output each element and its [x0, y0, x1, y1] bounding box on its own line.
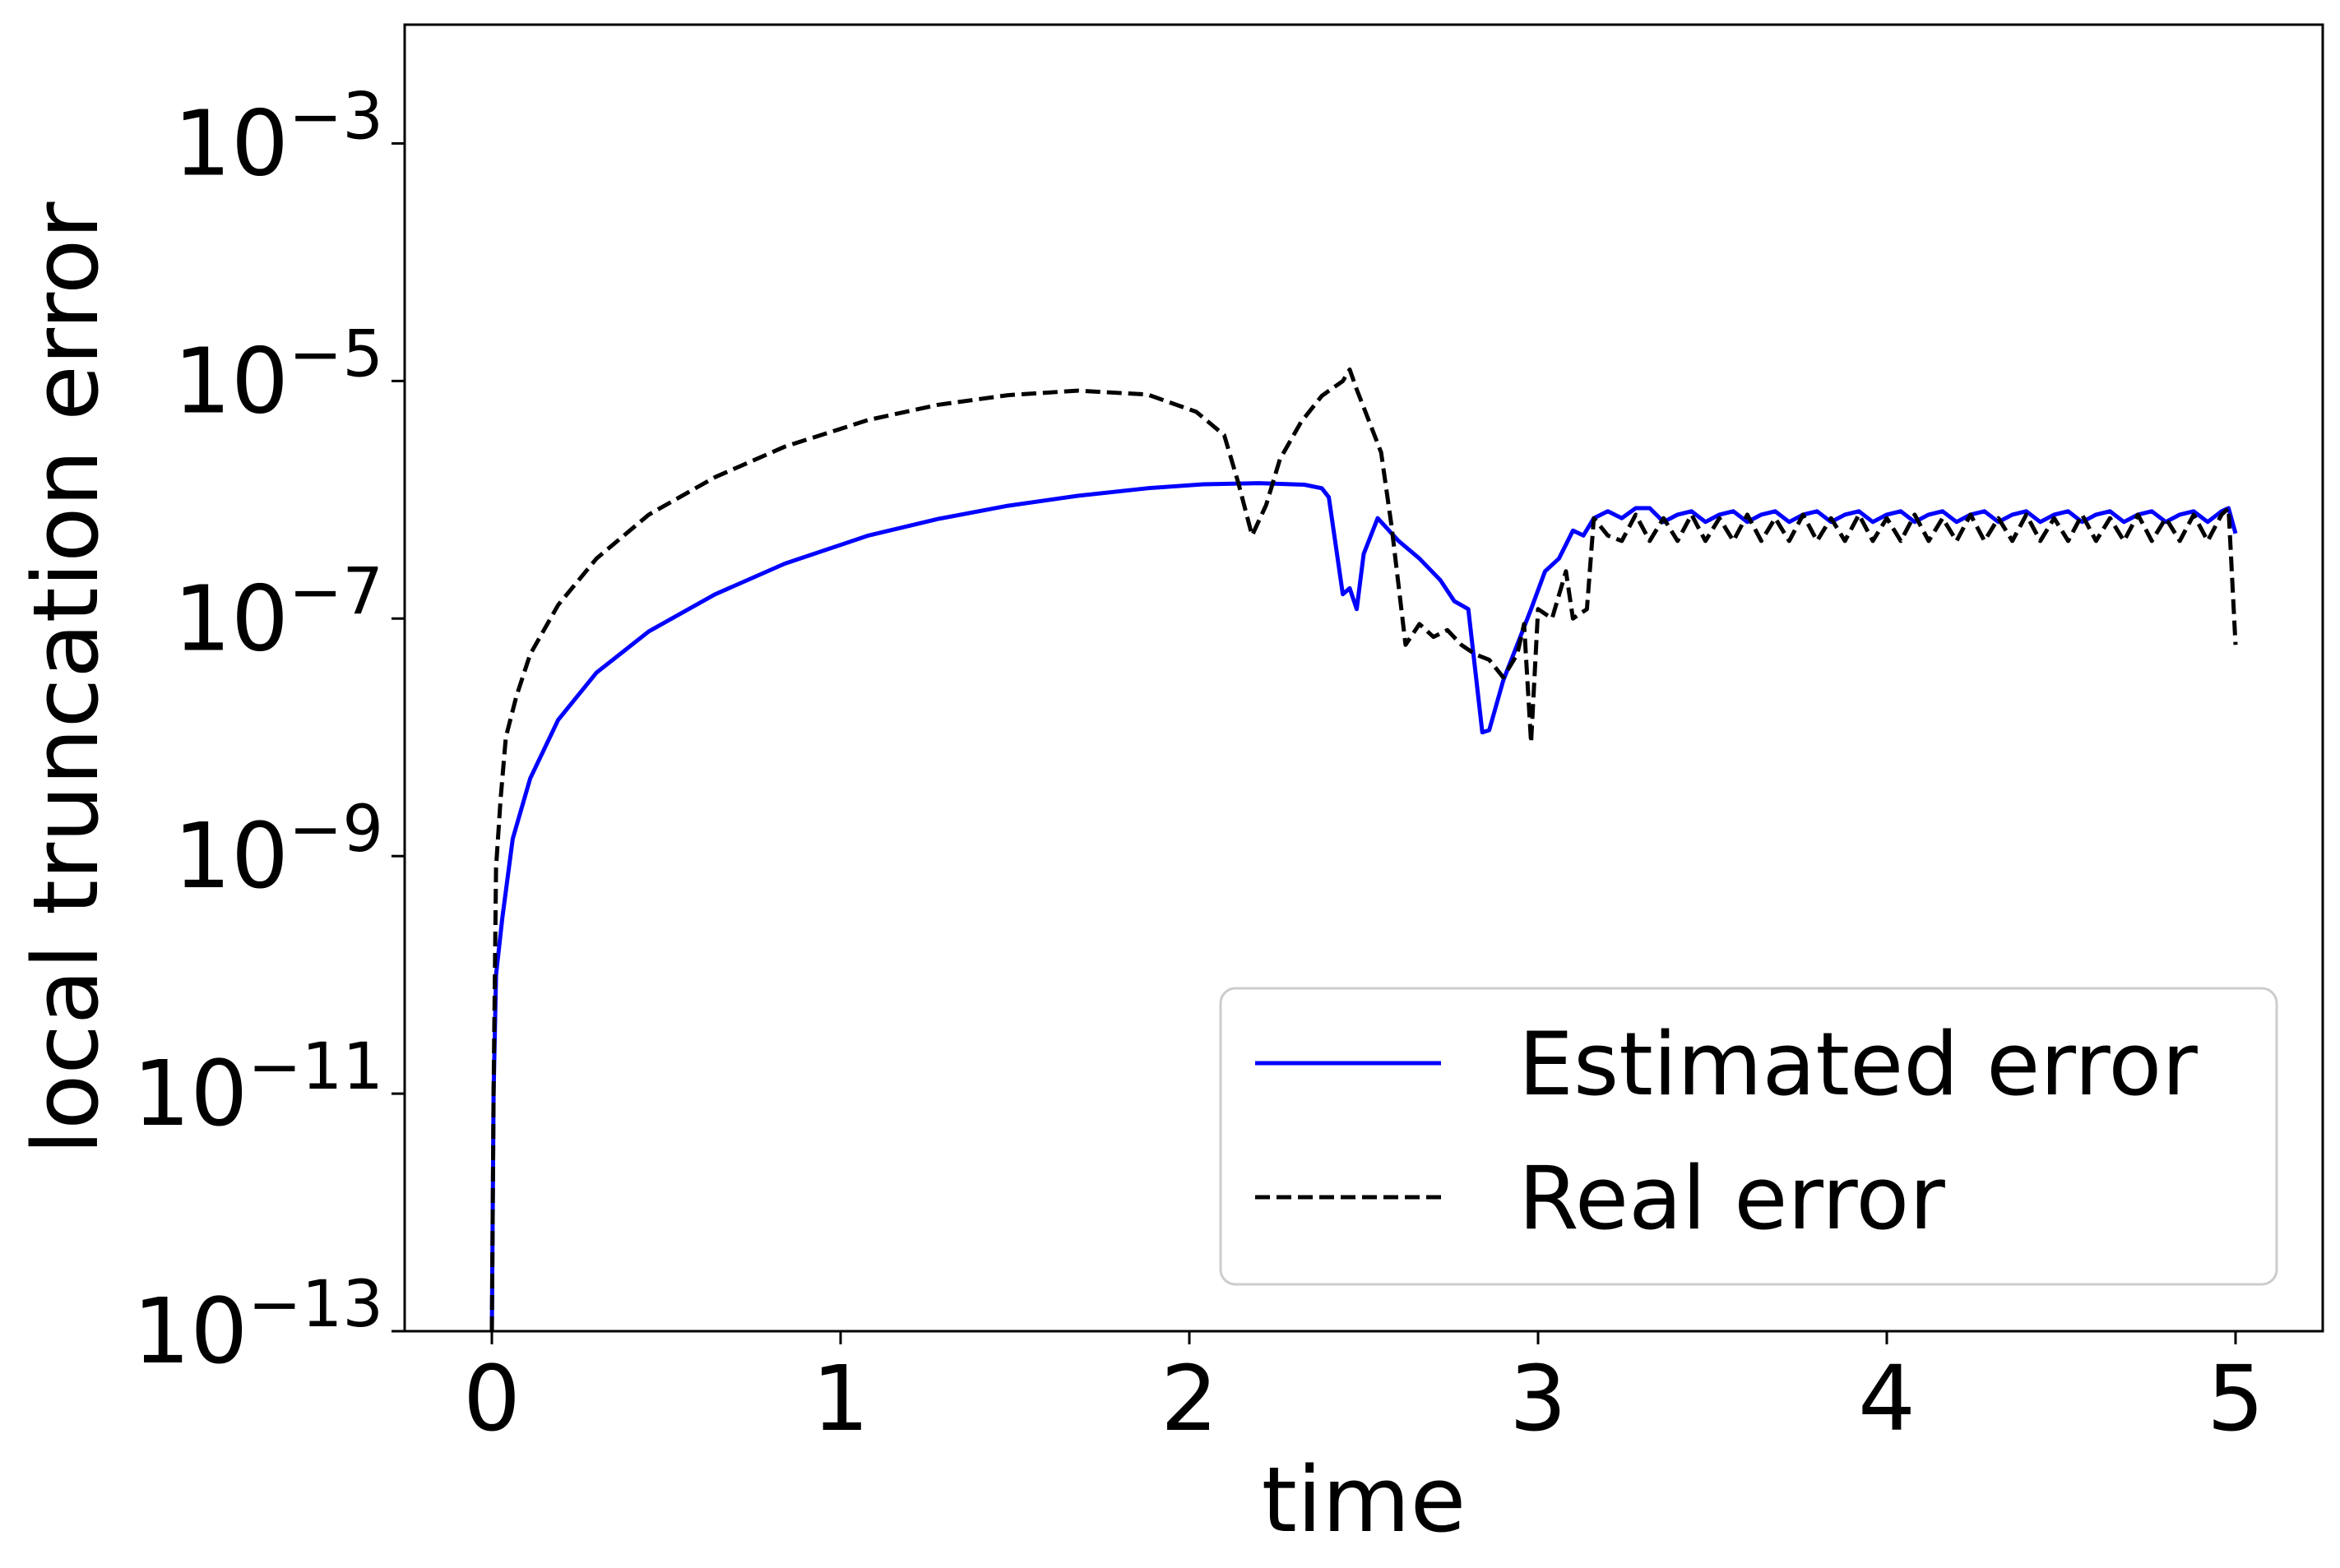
y-tick-exponent: −5 — [289, 317, 383, 391]
y-tick-base: 10 — [174, 803, 289, 909]
y-tick-label: 10−11 — [132, 1030, 383, 1146]
series-line-real — [489, 367, 2238, 1331]
legend-label-estimated: Estimated error — [1518, 1014, 2198, 1115]
x-tick-label: 4 — [1858, 1346, 1916, 1451]
legend: Estimated error Real error — [1219, 987, 2278, 1286]
y-tick-label: 10−3 — [174, 80, 383, 196]
y-tick-base: 10 — [174, 566, 289, 671]
x-tick-label: 3 — [1509, 1346, 1567, 1451]
x-tick-label: 1 — [812, 1346, 869, 1451]
y-tick-exponent: −9 — [289, 793, 383, 867]
legend-box — [1219, 987, 2278, 1286]
y-tick-exponent: −7 — [289, 555, 383, 629]
y-tick-base: 10 — [174, 90, 289, 196]
x-tick-label: 2 — [1161, 1346, 1218, 1451]
y-tick-base: 10 — [174, 328, 289, 433]
y-tick-base: 10 — [132, 1279, 248, 1384]
y-tick-label: 10−13 — [132, 1268, 383, 1384]
y-tick-label: 10−9 — [174, 793, 383, 909]
series-layer — [489, 367, 2238, 1331]
y-tick-label: 10−5 — [174, 317, 383, 433]
x-axis-label: time — [1262, 1447, 1467, 1552]
series-line-estimated — [489, 481, 2238, 1331]
y-tick-base: 10 — [132, 1041, 248, 1146]
x-tick-label: 5 — [2207, 1346, 2264, 1451]
plot-frame — [403, 23, 2324, 1333]
y-tick-exponent: −11 — [248, 1030, 383, 1104]
legend-label-real: Real error — [1518, 1148, 1945, 1249]
x-tick-label: 0 — [463, 1346, 521, 1451]
y-tick-label: 10−7 — [174, 555, 383, 671]
y-axis-label: local truncation error — [13, 201, 118, 1155]
x-axis: 0 1 2 3 4 5 — [463, 1331, 2264, 1451]
y-tick-exponent: −3 — [289, 80, 383, 154]
y-tick-exponent: −13 — [248, 1268, 383, 1342]
